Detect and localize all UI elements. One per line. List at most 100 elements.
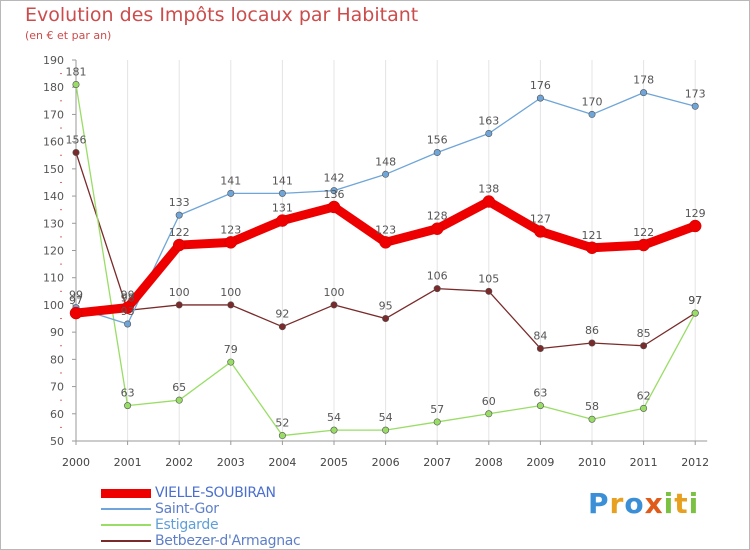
x-tick-label: 2005: [320, 456, 348, 469]
data-point: [640, 89, 648, 97]
data-label: 127: [530, 212, 551, 225]
data-label: 99: [121, 289, 135, 302]
data-point: [227, 358, 235, 366]
data-point: [534, 225, 547, 238]
data-label: 100: [324, 286, 345, 299]
proxiti-logo: Proxiti: [588, 487, 699, 520]
data-point: [640, 404, 648, 412]
x-tick-label: 2008: [475, 456, 503, 469]
logo-letter: i: [688, 487, 700, 520]
data-point: [172, 238, 186, 252]
y-tick-label: 190: [43, 54, 64, 67]
data-point: [121, 301, 134, 314]
y-tick-label: 70: [50, 381, 64, 394]
logo-letter: i: [663, 487, 675, 520]
data-point: [69, 306, 83, 320]
data-point: [640, 342, 648, 350]
data-label: 136: [324, 188, 345, 201]
data-label: 181: [66, 65, 87, 78]
data-point: [585, 241, 599, 255]
data-label: 121: [582, 229, 603, 242]
data-label: 131: [272, 202, 293, 215]
data-label: 123: [375, 223, 396, 236]
data-point: [588, 339, 596, 347]
data-point: [327, 200, 341, 214]
data-label: 58: [585, 400, 599, 413]
data-label: 97: [688, 294, 702, 307]
data-point: [433, 285, 441, 293]
data-label: 138: [478, 183, 499, 196]
data-point: [637, 238, 650, 252]
legend-label: Estigarde: [155, 517, 219, 533]
x-tick-label: 2001: [114, 456, 142, 469]
data-label: 100: [220, 286, 241, 299]
data-label: 86: [585, 324, 599, 337]
data-label: 85: [637, 327, 651, 340]
x-tick-label: 2007: [423, 456, 451, 469]
data-point: [433, 418, 441, 426]
chart-title: Evolution des Impôts locaux par Habitant: [25, 4, 419, 26]
data-point: [330, 187, 338, 195]
chart-subtitle: (en € et par an): [25, 29, 112, 42]
data-point: [227, 189, 235, 197]
data-label: 54: [379, 411, 393, 424]
data-label: 105: [478, 272, 499, 285]
logo-letter: r: [609, 487, 625, 520]
data-point: [330, 301, 338, 309]
data-point: [382, 426, 390, 434]
logo-letter: t: [674, 487, 689, 520]
x-tick-label: 2002: [165, 456, 193, 469]
data-point: [175, 301, 183, 309]
data-point: [278, 432, 286, 440]
data-label: 52: [275, 417, 289, 430]
x-tick-label: 2000: [62, 456, 90, 469]
data-label: 133: [169, 196, 190, 209]
x-tick-label: 2003: [217, 456, 245, 469]
data-point: [430, 222, 444, 235]
data-point: [536, 94, 544, 102]
data-point: [588, 415, 596, 423]
data-label: 57: [430, 403, 444, 416]
data-point: [536, 344, 544, 352]
data-label: 156: [427, 134, 448, 147]
data-point: [278, 323, 286, 331]
data-label: 97: [69, 294, 83, 307]
data-label: 148: [375, 155, 396, 168]
y-tick-label: 150: [43, 163, 64, 176]
x-tick-label: 2009: [526, 456, 554, 469]
data-point: [227, 301, 235, 309]
y-tick-label: 100: [43, 299, 64, 312]
data-label: 129: [685, 207, 706, 220]
data-point: [482, 195, 496, 208]
y-tick-label: 160: [43, 136, 64, 149]
data-point: [691, 102, 699, 110]
data-label: 122: [633, 226, 654, 239]
data-label: 141: [272, 174, 293, 187]
data-label: 92: [275, 308, 289, 321]
data-label: 62: [637, 389, 651, 402]
data-point: [485, 129, 493, 137]
data-label: 173: [685, 87, 706, 100]
logo-letter: o: [624, 487, 645, 520]
y-tick-label: 110: [43, 272, 64, 285]
y-tick-label: 60: [50, 408, 64, 421]
y-tick-label: 50: [50, 435, 64, 448]
data-label: 176: [530, 79, 551, 92]
legend-swatch: [101, 540, 151, 542]
data-point: [175, 211, 183, 219]
data-label: 123: [220, 223, 241, 236]
data-label: 95: [379, 300, 393, 313]
data-point: [485, 410, 493, 418]
y-tick-label: 90: [50, 326, 64, 339]
x-tick-label: 2006: [372, 456, 400, 469]
y-tick-label: 180: [43, 81, 64, 94]
data-label: 170: [582, 95, 603, 108]
data-point: [72, 149, 80, 157]
data-label: 63: [121, 387, 135, 400]
logo-letter: P: [588, 487, 610, 520]
x-tick-label: 2012: [681, 456, 709, 469]
data-label: 54: [327, 411, 341, 424]
x-tick-label: 2004: [268, 456, 296, 469]
